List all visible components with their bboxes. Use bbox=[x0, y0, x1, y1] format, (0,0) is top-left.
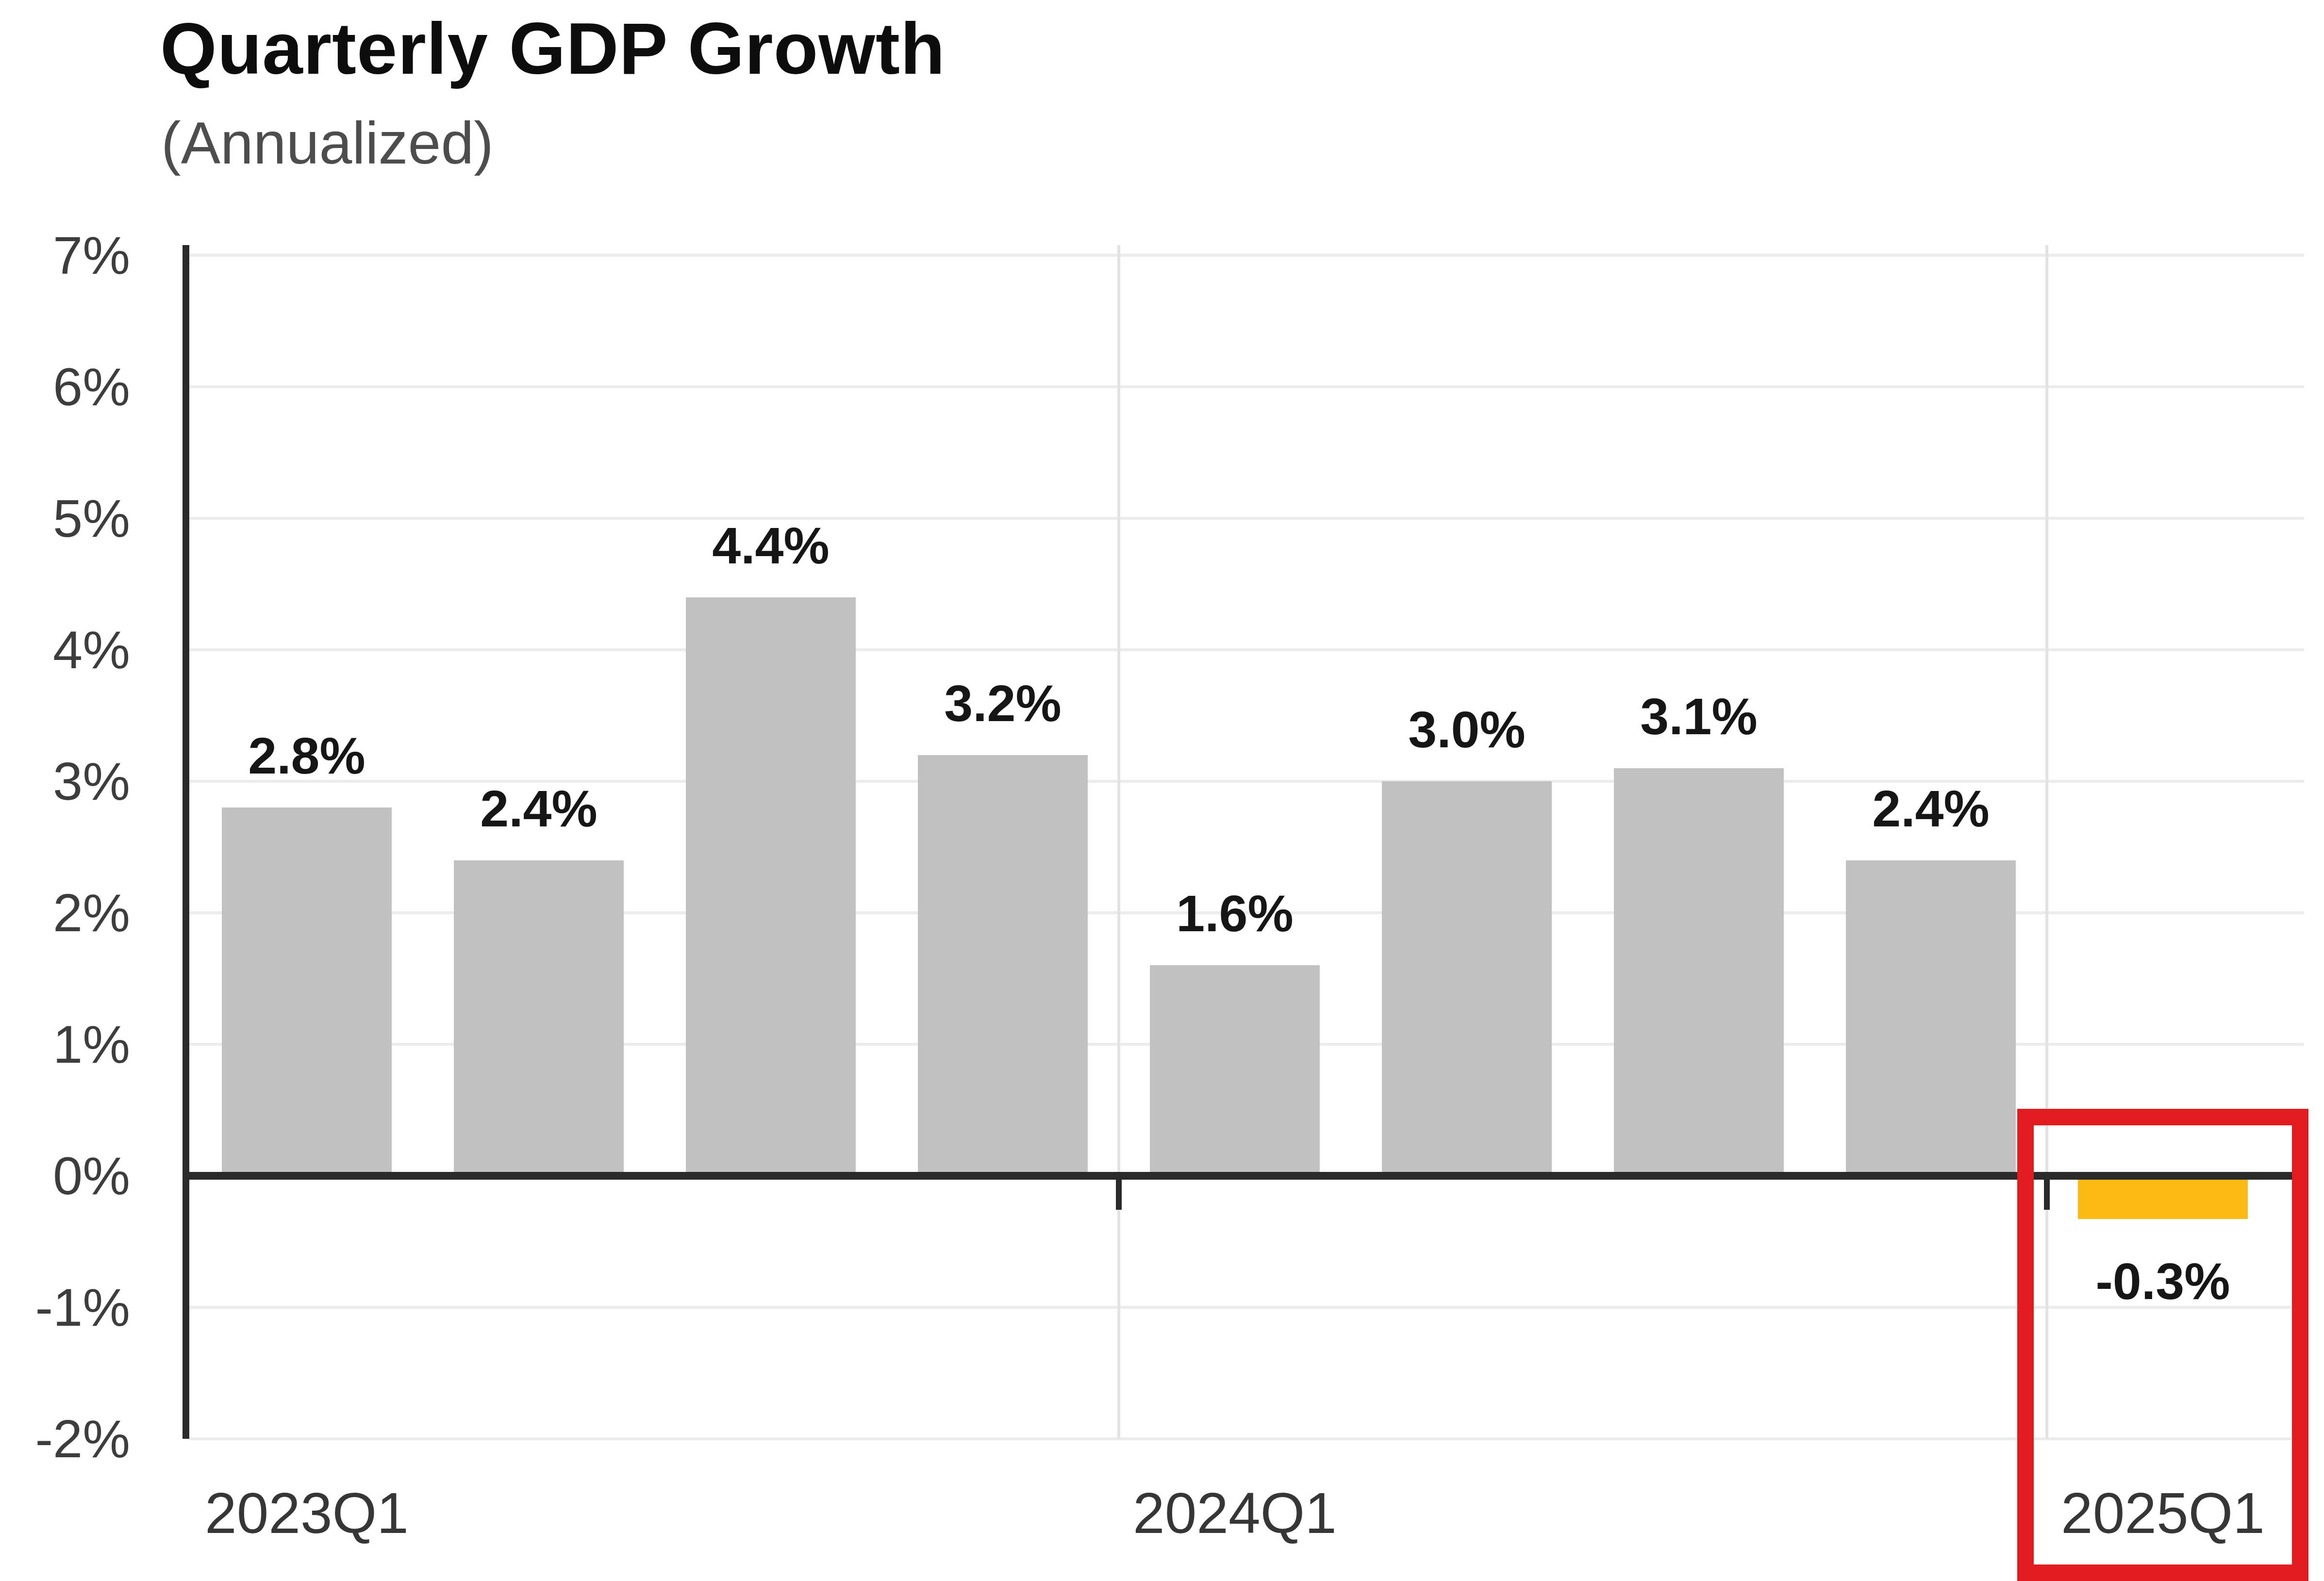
bar bbox=[454, 860, 624, 1176]
bar-value-label: 2.8% bbox=[137, 730, 477, 781]
gridline-horizontal bbox=[189, 1437, 2304, 1440]
y-tick-label: 1% bbox=[0, 1018, 130, 1071]
bar-value-label: 2.4% bbox=[369, 783, 709, 834]
y-tick-label: -1% bbox=[0, 1281, 130, 1334]
y-tick-label: 2% bbox=[0, 886, 130, 939]
y-tick-label: 7% bbox=[0, 229, 130, 282]
bar-value-label: 2.4% bbox=[1761, 783, 2101, 834]
bar bbox=[1150, 965, 1320, 1176]
gridline-horizontal bbox=[189, 517, 2304, 520]
gridline-horizontal bbox=[189, 254, 2304, 257]
bar bbox=[918, 755, 1088, 1176]
y-tick-label: 0% bbox=[0, 1149, 130, 1202]
y-tick-label: 3% bbox=[0, 755, 130, 808]
gridline-horizontal bbox=[189, 648, 2304, 651]
bar bbox=[222, 807, 392, 1176]
chart-title: Quarterly GDP Growth bbox=[160, 9, 946, 89]
bar bbox=[1614, 768, 1784, 1176]
x-axis-tick bbox=[1116, 1180, 1122, 1210]
y-tick-label: 5% bbox=[0, 492, 130, 545]
gridline-horizontal bbox=[189, 385, 2304, 388]
x-axis-zero-line bbox=[183, 1172, 2304, 1180]
quarterly-gdp-growth-chart: Quarterly GDP Growth (Annualized) 2.8%2.… bbox=[0, 0, 2324, 1581]
bar bbox=[1846, 860, 2016, 1176]
bar-value-label: 3.2% bbox=[833, 677, 1173, 729]
y-tick-label: 4% bbox=[0, 623, 130, 676]
bar-value-label: 3.1% bbox=[1529, 691, 1869, 742]
x-tick-label: 2024Q1 bbox=[1016, 1484, 1453, 1542]
y-tick-label: -2% bbox=[0, 1412, 130, 1466]
highlight-box bbox=[2017, 1109, 2308, 1581]
bar bbox=[1382, 781, 1552, 1176]
y-axis-line bbox=[183, 245, 189, 1439]
bar-value-label: 4.4% bbox=[601, 520, 941, 571]
y-tick-label: 6% bbox=[0, 360, 130, 413]
bar-value-label: 1.6% bbox=[1065, 888, 1405, 939]
gridline-vertical bbox=[1117, 245, 1120, 1439]
chart-subtitle: (Annualized) bbox=[161, 111, 494, 176]
bar bbox=[686, 597, 856, 1176]
gridline-horizontal bbox=[189, 1306, 2304, 1309]
x-tick-label: 2023Q1 bbox=[88, 1484, 525, 1542]
